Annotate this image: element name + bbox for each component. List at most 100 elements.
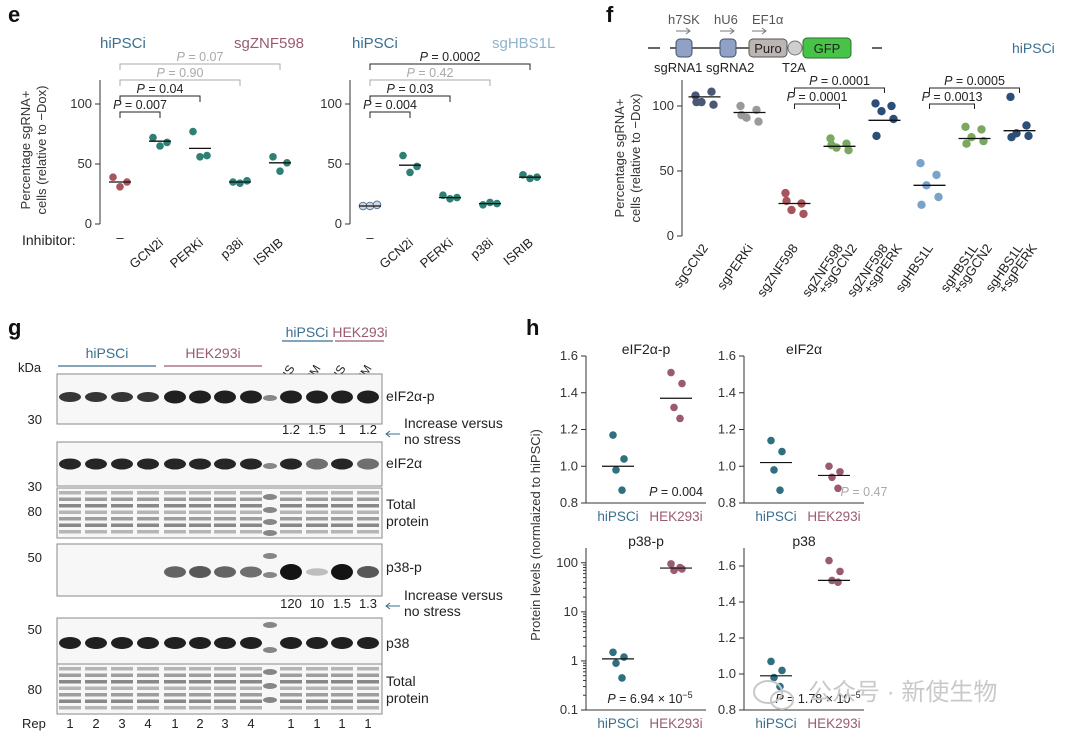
h-data-point xyxy=(825,556,833,565)
blot-smear xyxy=(189,510,211,514)
blot-smear xyxy=(240,673,262,677)
f-data-point xyxy=(1024,131,1033,141)
e-category-label: GCN2i xyxy=(126,235,166,272)
f-data-point xyxy=(844,146,853,155)
blot-band xyxy=(306,637,328,649)
h-category-label: HEK293i xyxy=(807,716,860,731)
blot-smear xyxy=(280,699,302,703)
blot-smear xyxy=(59,673,81,677)
arrow-icon xyxy=(676,27,691,35)
blot-smear xyxy=(59,497,81,501)
e-data-point xyxy=(372,200,382,210)
blot-smear xyxy=(189,673,211,677)
h-y-tick-label: 0.1 xyxy=(560,702,578,717)
h-data-point xyxy=(618,486,626,494)
f-data-point xyxy=(887,101,896,111)
blot-smear xyxy=(214,680,236,684)
blot-smear xyxy=(85,667,107,671)
f-data-point xyxy=(1007,133,1016,142)
blot-smear xyxy=(306,504,328,508)
blot-smear xyxy=(357,699,379,703)
blot-smear xyxy=(240,693,262,697)
e-category-label: ISRIB xyxy=(500,235,536,268)
h-data-point xyxy=(609,431,617,439)
blot-smear xyxy=(306,667,328,671)
f-category-label: sgZNF598 xyxy=(754,241,801,299)
blot-smear xyxy=(164,693,186,697)
e-data-point xyxy=(203,151,211,160)
f-data-point xyxy=(826,134,835,143)
blot-band xyxy=(331,564,353,580)
h-data-point xyxy=(770,466,778,474)
blot-group-hek293i: HEK293i xyxy=(185,345,240,361)
h-data-point xyxy=(618,674,626,682)
kda-marker: 30 xyxy=(28,412,42,427)
blot-smear xyxy=(357,510,379,514)
blot-smear xyxy=(137,510,159,514)
e-category-label: PERKi xyxy=(417,235,456,271)
h-subplot-title: p38-p xyxy=(628,533,664,549)
kda-marker: 80 xyxy=(28,682,42,697)
e-pvalue-bracket xyxy=(119,111,161,118)
f-pvalue-bracket xyxy=(929,87,1020,93)
promoter-h7sk: h7SK xyxy=(668,12,700,27)
e-data-point xyxy=(116,183,124,191)
h-pvalue-label: P = 0.47 xyxy=(841,485,888,499)
blot-smear xyxy=(357,497,379,501)
blot-smear xyxy=(240,497,262,501)
blot-smear xyxy=(214,686,236,690)
h-subplot-title: p38 xyxy=(792,533,816,549)
h-category-label: HEK293i xyxy=(649,716,702,731)
blot-smear xyxy=(137,523,159,527)
panel-letter-g: g xyxy=(8,315,21,340)
h-y-tick-label: 1.4 xyxy=(560,385,578,400)
blot-smear xyxy=(280,523,302,527)
h-data-point xyxy=(834,578,842,586)
construct-diagram: h7SK hU6 EF1α sgRNA1 sgRNA2 Puro T2A GFP xyxy=(648,12,882,75)
panel-e: hiPSCi sgZNF598 hiPSCi sgHBS1L Percentag… xyxy=(18,35,555,271)
blot-smear xyxy=(111,693,133,697)
blot-band xyxy=(111,637,133,649)
h-y-tick-label: 100 xyxy=(556,555,578,570)
f-data-point xyxy=(799,209,808,219)
kda-marker: 80 xyxy=(28,504,42,519)
blot-smear xyxy=(240,504,262,508)
e-pvalue-bracket xyxy=(369,111,411,118)
f-pvalue-bracket xyxy=(929,103,975,109)
blot-smear xyxy=(189,706,211,710)
e-left-cell-label: hiPSCi xyxy=(100,35,146,52)
blot-body: ANSTMANSTMeIF2α-peIF2αTotalproteinp38-pp… xyxy=(28,362,503,731)
panel-letter-e: e xyxy=(8,2,20,27)
watermark: 公众号 · 新使生物 xyxy=(753,679,997,710)
blot-smear xyxy=(85,673,107,677)
blot-row-label: Total xyxy=(386,496,416,512)
e-data-point xyxy=(163,138,171,147)
panel-g-western-blot: kDa hiPSCi HEK293i hiPSCi HEK293i ANSTMA… xyxy=(18,324,503,731)
e-data-point xyxy=(269,153,277,161)
blot-smear xyxy=(111,680,133,684)
h-data-point xyxy=(678,379,686,388)
h-subplot-title: eIF2α xyxy=(786,341,822,357)
blot-smear xyxy=(214,510,236,514)
blot-smear xyxy=(280,673,302,677)
f-data-point xyxy=(787,205,796,215)
blot-smear xyxy=(331,504,353,508)
e-pvalue-label: P = 0.90 xyxy=(157,66,204,80)
blot-smear xyxy=(357,673,379,677)
blot-smear xyxy=(59,510,81,514)
h-subplot-h-eIF2a: 0.8 1.0 1.2 1.4 1.6 eIF2α hiPSCi HEK293i P = 0.4… xyxy=(718,341,888,524)
blot-smear xyxy=(85,699,107,703)
blot-smear xyxy=(137,517,159,521)
blot-smear xyxy=(164,510,186,514)
f-pvalue-label: P = 0.0013 xyxy=(922,90,983,104)
blot-smear xyxy=(240,530,262,534)
stress-group-hek293i: HEK293i xyxy=(332,324,387,340)
h-data-point xyxy=(767,657,775,666)
f-data-point xyxy=(977,125,986,134)
blot-smear xyxy=(85,510,107,514)
e-category-label: – xyxy=(366,230,374,245)
blot-smear xyxy=(240,680,262,684)
rep-number: 3 xyxy=(118,716,125,731)
panel-h: Protein levels (normlaized to hiPSCi) 0.… xyxy=(528,341,888,731)
blot-smear xyxy=(189,693,211,697)
